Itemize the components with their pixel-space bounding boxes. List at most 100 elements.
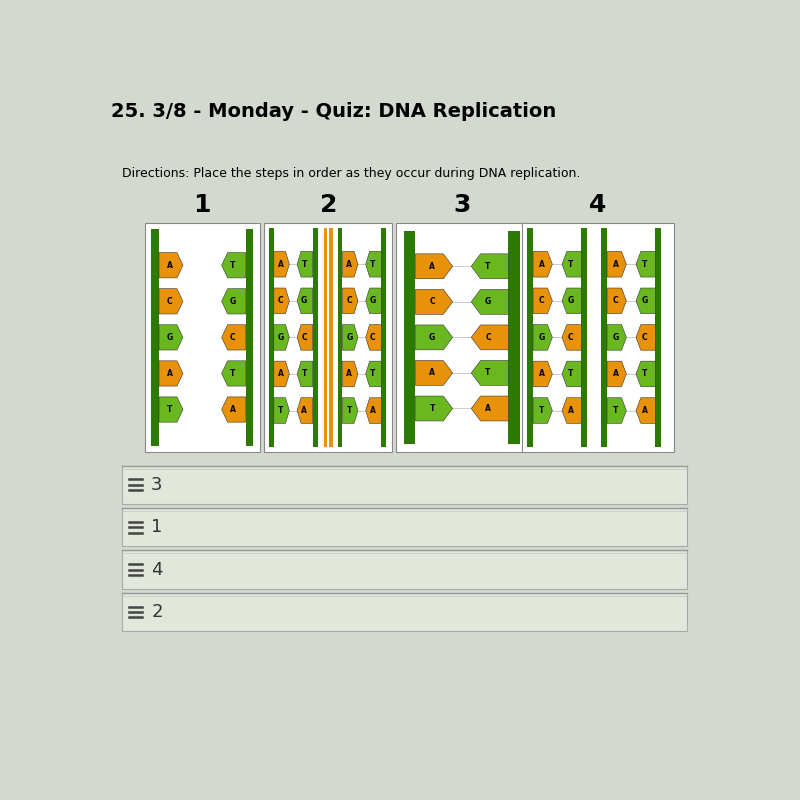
- Polygon shape: [471, 396, 509, 421]
- Polygon shape: [562, 288, 582, 314]
- Bar: [246, 230, 254, 446]
- Text: A: A: [302, 406, 307, 415]
- Polygon shape: [562, 325, 582, 350]
- Bar: [122, 593, 687, 631]
- Text: T: T: [613, 406, 618, 415]
- Text: 3: 3: [454, 193, 470, 217]
- Polygon shape: [222, 325, 246, 350]
- Polygon shape: [471, 361, 509, 386]
- Text: C: C: [346, 296, 352, 306]
- Bar: [264, 223, 392, 452]
- Polygon shape: [562, 251, 582, 277]
- Text: G: G: [230, 297, 235, 306]
- Text: A: A: [346, 370, 352, 378]
- Text: T: T: [370, 370, 375, 378]
- Polygon shape: [274, 325, 290, 350]
- Text: A: A: [278, 260, 284, 269]
- Polygon shape: [222, 289, 246, 314]
- Polygon shape: [533, 361, 552, 386]
- Polygon shape: [636, 288, 655, 314]
- Polygon shape: [607, 361, 626, 386]
- Polygon shape: [607, 251, 626, 277]
- Text: A: A: [346, 260, 352, 269]
- Text: C: C: [230, 333, 235, 342]
- Polygon shape: [415, 290, 453, 314]
- Polygon shape: [415, 361, 453, 386]
- Polygon shape: [607, 398, 626, 423]
- Text: A: A: [538, 260, 545, 269]
- Polygon shape: [562, 398, 582, 423]
- Bar: [396, 223, 528, 452]
- Text: T: T: [642, 370, 647, 378]
- Bar: [404, 230, 415, 444]
- Text: G: G: [346, 333, 353, 342]
- Polygon shape: [342, 325, 358, 350]
- Polygon shape: [607, 325, 626, 350]
- Polygon shape: [636, 398, 655, 423]
- Text: 4: 4: [590, 193, 606, 217]
- Polygon shape: [415, 254, 453, 278]
- Text: A: A: [167, 261, 173, 270]
- Polygon shape: [366, 288, 382, 314]
- Polygon shape: [533, 325, 552, 350]
- Polygon shape: [297, 288, 313, 314]
- Text: C: C: [370, 333, 375, 342]
- Polygon shape: [636, 325, 655, 350]
- Text: A: A: [485, 404, 491, 413]
- Polygon shape: [366, 325, 382, 350]
- Bar: [145, 223, 260, 452]
- Bar: [522, 223, 674, 452]
- Text: C: C: [485, 333, 490, 342]
- Text: T: T: [486, 262, 490, 270]
- Polygon shape: [297, 251, 313, 277]
- Polygon shape: [159, 397, 183, 422]
- Bar: [269, 228, 274, 447]
- Polygon shape: [533, 251, 552, 277]
- Text: C: C: [302, 333, 307, 342]
- Text: 3: 3: [151, 476, 162, 494]
- Text: T: T: [486, 369, 490, 378]
- Polygon shape: [222, 361, 246, 386]
- Text: G: G: [370, 296, 376, 306]
- Text: G: G: [301, 296, 307, 306]
- Bar: [655, 228, 662, 447]
- Polygon shape: [636, 251, 655, 277]
- Polygon shape: [274, 288, 290, 314]
- Bar: [329, 228, 333, 447]
- Bar: [122, 466, 687, 504]
- Text: C: C: [568, 333, 574, 342]
- Polygon shape: [342, 361, 358, 386]
- Text: 2: 2: [319, 193, 337, 217]
- Polygon shape: [159, 253, 183, 278]
- Text: T: T: [539, 406, 545, 415]
- Polygon shape: [415, 396, 453, 421]
- Polygon shape: [159, 289, 183, 314]
- Text: G: G: [613, 333, 619, 342]
- Text: A: A: [370, 406, 376, 415]
- Text: A: A: [642, 406, 648, 415]
- Polygon shape: [274, 361, 290, 386]
- Text: A: A: [167, 369, 173, 378]
- Text: T: T: [302, 370, 307, 378]
- Polygon shape: [471, 290, 509, 314]
- Polygon shape: [159, 325, 183, 350]
- Polygon shape: [471, 254, 509, 278]
- Text: G: G: [429, 333, 435, 342]
- Bar: [122, 508, 687, 546]
- Text: T: T: [302, 260, 307, 269]
- Bar: [313, 228, 318, 447]
- Text: C: C: [642, 333, 647, 342]
- Text: A: A: [613, 260, 618, 269]
- Polygon shape: [366, 251, 382, 277]
- Polygon shape: [222, 253, 246, 278]
- Text: T: T: [230, 369, 235, 378]
- Text: C: C: [278, 296, 284, 306]
- Polygon shape: [471, 325, 509, 350]
- Text: 1: 1: [151, 518, 162, 536]
- Polygon shape: [562, 361, 582, 386]
- Polygon shape: [222, 397, 246, 422]
- Polygon shape: [159, 361, 183, 386]
- Polygon shape: [366, 398, 382, 423]
- Polygon shape: [533, 288, 552, 314]
- Text: 1: 1: [194, 193, 211, 217]
